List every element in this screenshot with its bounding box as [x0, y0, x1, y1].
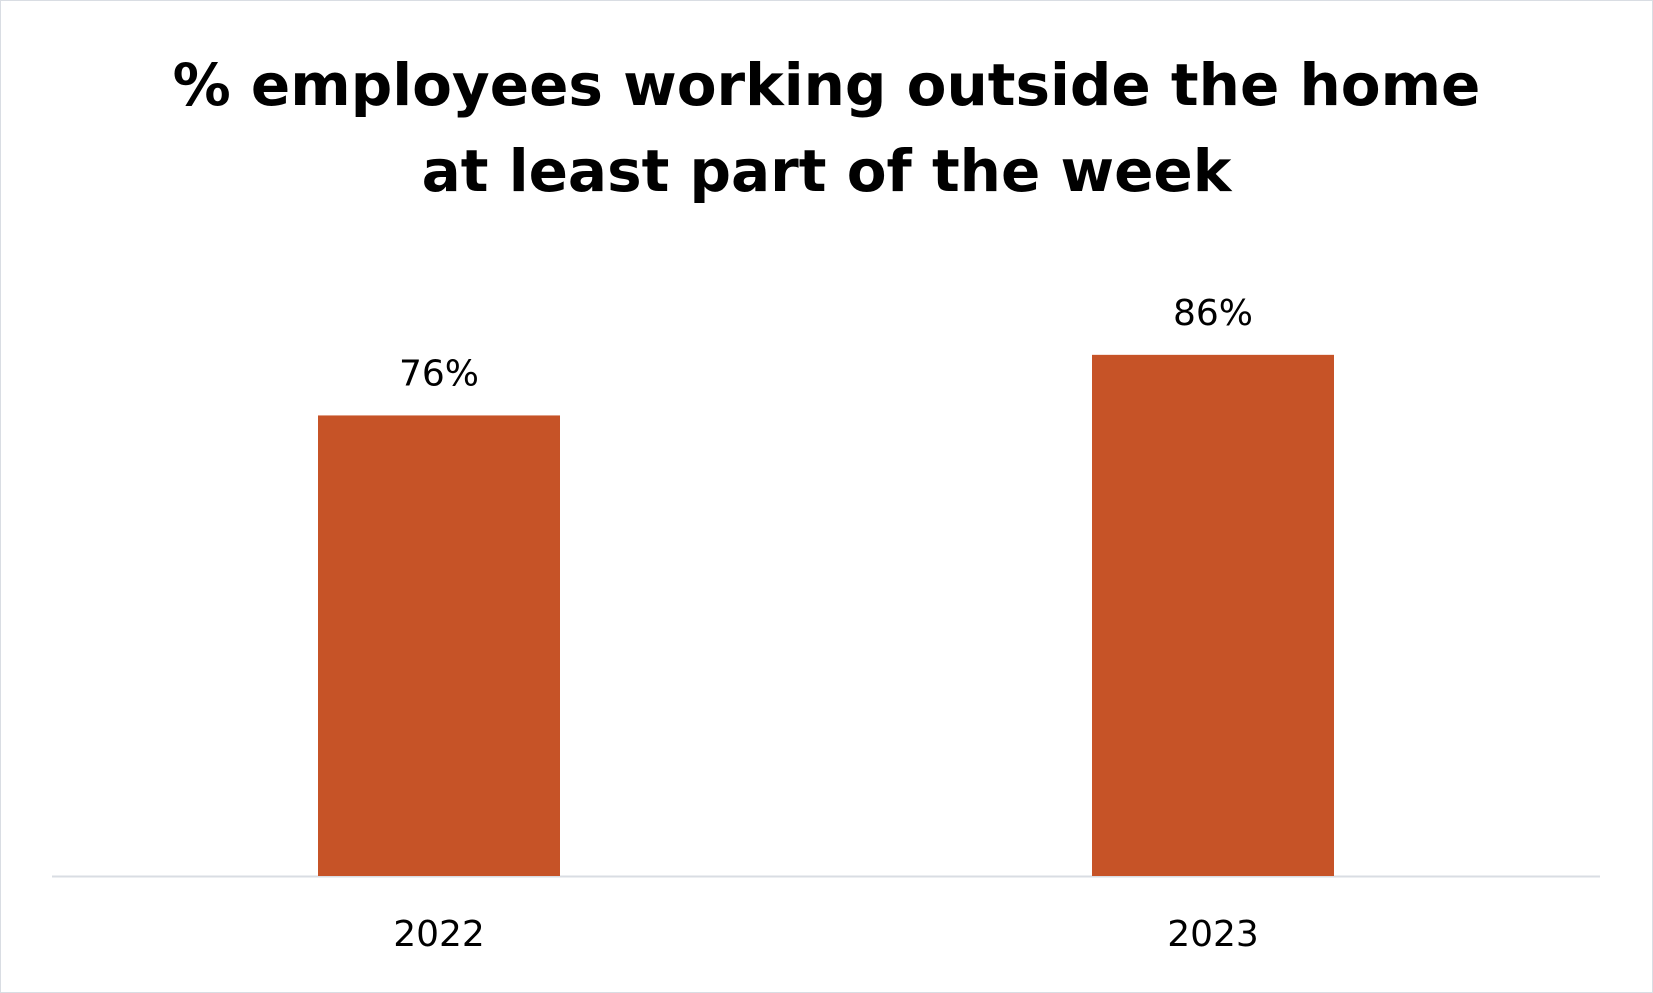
data-label-2022: 76%	[399, 353, 479, 394]
chart-title-line-1: % employees working outside the home	[172, 51, 1481, 119]
x-tick-label-2023: 2023	[1167, 914, 1259, 955]
bar-2022	[318, 415, 560, 876]
chart-title-line-2: at least part of the week	[421, 137, 1232, 205]
data-label-2023: 86%	[1173, 293, 1253, 334]
x-tick-label-2022: 2022	[393, 914, 485, 955]
chart-title: % employees working outside the home at …	[0, 42, 1653, 214]
bar-2023	[1092, 354, 1334, 877]
